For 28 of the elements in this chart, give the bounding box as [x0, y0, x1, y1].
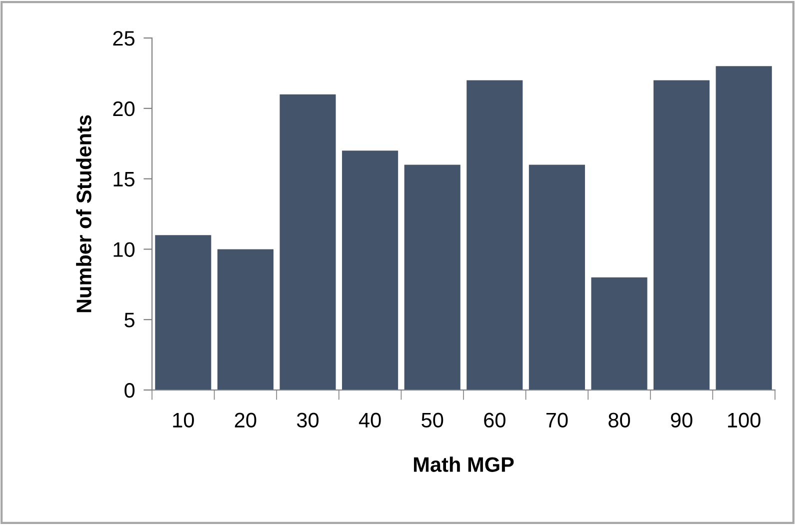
y-tick-label: 5 — [124, 312, 134, 328]
bar — [155, 235, 212, 390]
y-tick-label: 10 — [114, 242, 135, 257]
bar — [217, 249, 274, 390]
x-tick-label: 40 — [358, 412, 381, 428]
x-tick-label: 20 — [234, 412, 256, 428]
bar — [654, 80, 710, 390]
bar — [280, 94, 336, 390]
y-tick-label: 15 — [114, 172, 134, 187]
bar — [591, 277, 648, 390]
bar — [466, 80, 523, 390]
y-tick-label: 20 — [113, 101, 135, 116]
x-tick-label: 10 — [173, 412, 194, 428]
x-tick-label: 30 — [296, 412, 319, 428]
y-tick-label: 0 — [124, 383, 135, 398]
bar — [404, 164, 460, 390]
x-tick-label: 90 — [670, 412, 692, 428]
bar — [716, 66, 772, 390]
x-tick-label: 70 — [546, 412, 568, 428]
y-axis-title: Number of Students — [76, 115, 92, 312]
x-tick-label: 50 — [422, 412, 444, 428]
bar — [528, 164, 585, 390]
x-axis-title: Math MGP — [414, 456, 514, 472]
y-tick-label: 25 — [113, 31, 134, 46]
x-tick-label: 80 — [608, 412, 630, 428]
x-tick-label: 60 — [484, 412, 506, 428]
bar — [342, 150, 398, 390]
x-tick-label: 100 — [728, 412, 760, 428]
